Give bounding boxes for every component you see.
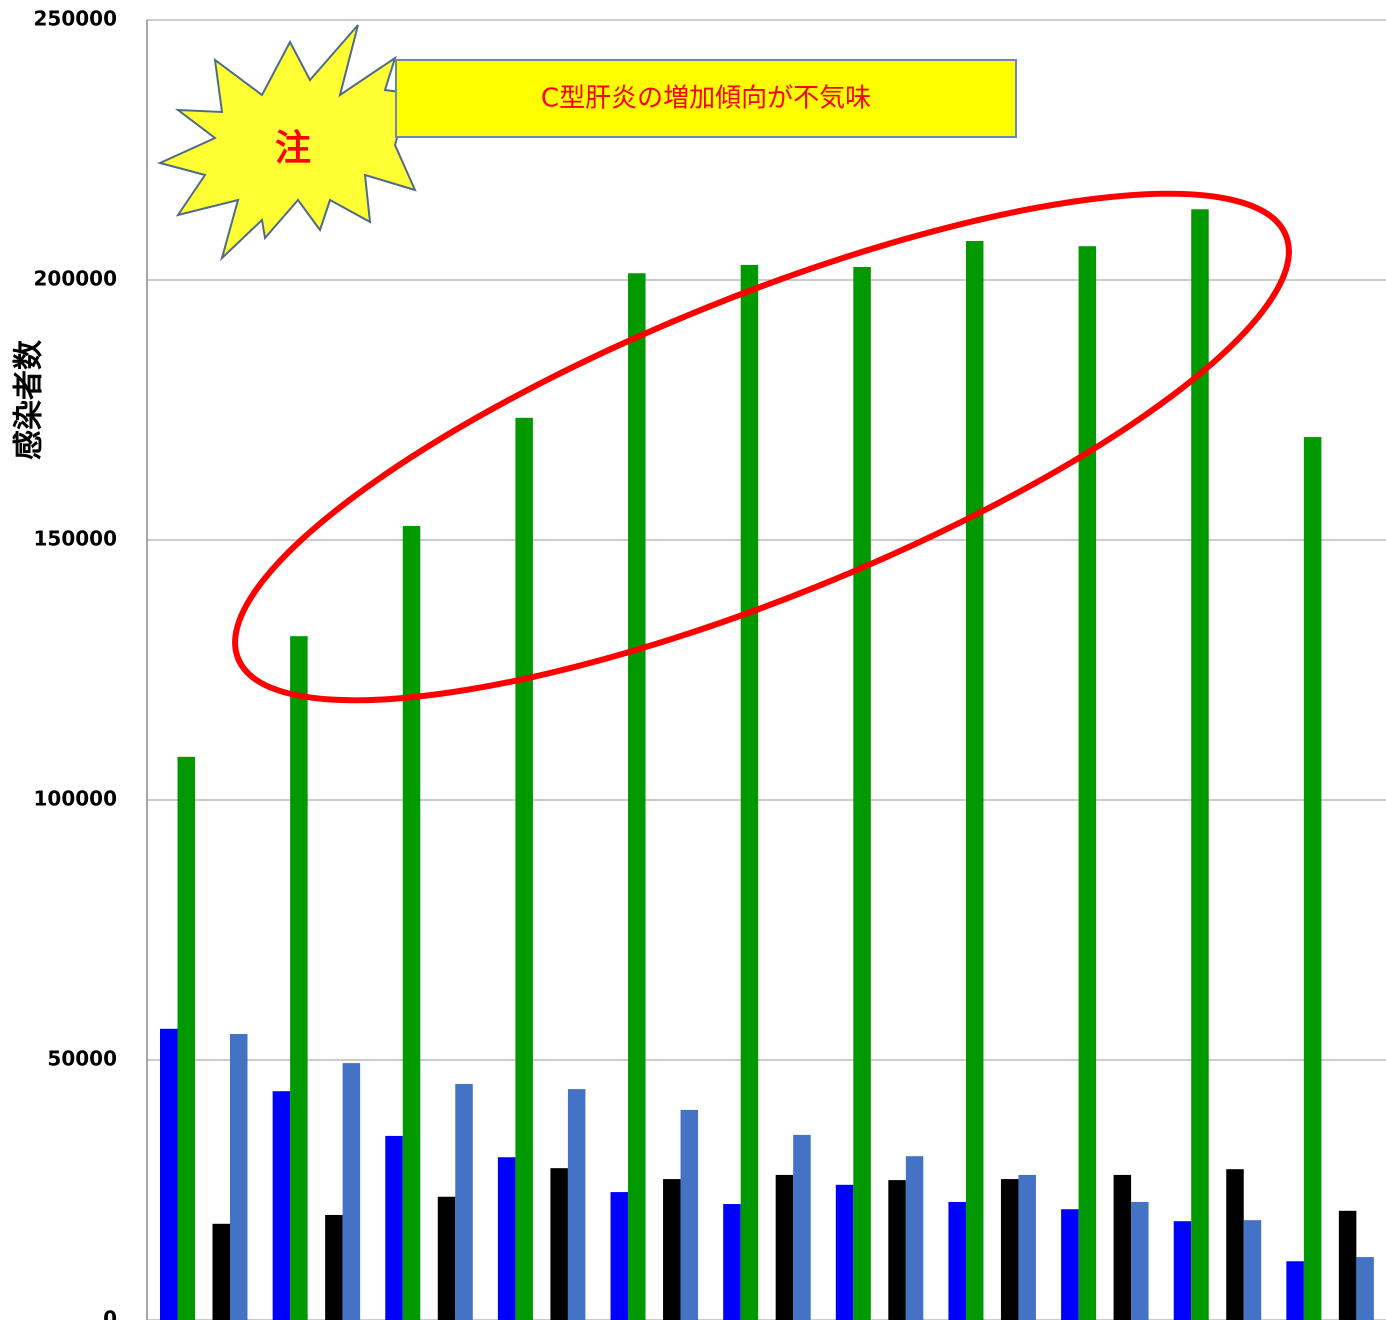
bar — [1000, 1179, 1019, 1320]
bar — [1113, 1174, 1132, 1320]
bar — [1173, 1221, 1192, 1320]
bar — [272, 1091, 291, 1320]
bar — [515, 417, 533, 1320]
bar — [567, 1089, 586, 1320]
bar — [610, 1192, 629, 1320]
bar — [1018, 1174, 1036, 1320]
y-tick-label: 0 — [103, 1307, 117, 1320]
bar — [212, 1223, 230, 1320]
bar — [1303, 437, 1322, 1320]
bar — [628, 273, 646, 1320]
bar — [385, 1135, 403, 1320]
y-tick-label: 100000 — [34, 787, 118, 811]
bar — [740, 264, 759, 1320]
bar — [325, 1214, 343, 1320]
bar — [835, 1184, 854, 1320]
y-tick-label: 50000 — [47, 1047, 117, 1071]
bar — [1078, 246, 1097, 1320]
bar — [1131, 1201, 1149, 1320]
bar — [1061, 1209, 1079, 1320]
bar — [853, 267, 871, 1320]
bar — [455, 1083, 473, 1320]
bar — [663, 1179, 681, 1320]
bar — [160, 1028, 178, 1320]
bar — [775, 1174, 794, 1320]
bar — [402, 525, 421, 1320]
bar — [1356, 1257, 1374, 1320]
burst-shape — [157, 24, 449, 262]
bar — [793, 1134, 811, 1320]
bar — [230, 1034, 248, 1320]
bar — [290, 636, 308, 1320]
y-tick-label: 200000 — [34, 267, 118, 291]
bar — [437, 1196, 456, 1320]
highlight-ellipse — [232, 190, 1292, 704]
callout-box — [395, 59, 1017, 138]
callout-text: C型肝炎の増加傾向が不気味 — [541, 84, 871, 114]
bar — [905, 1156, 924, 1320]
y-tick-label: 150000 — [34, 527, 118, 551]
bar — [497, 1157, 516, 1320]
bar — [342, 1063, 361, 1320]
bar — [965, 241, 984, 1320]
bar — [723, 1204, 741, 1320]
bar — [1191, 209, 1209, 1320]
y-tick-label: 250000 — [34, 7, 118, 31]
bar — [1243, 1220, 1262, 1320]
bar — [177, 756, 195, 1320]
bar — [680, 1109, 699, 1320]
bar — [1338, 1210, 1357, 1320]
bar — [948, 1201, 966, 1320]
plot-area: 0 50000 100000 150000 200000 250000 — [34, 7, 1386, 1320]
y-axis-label: 感染者数 — [12, 339, 47, 460]
bar — [1286, 1261, 1304, 1320]
bar — [550, 1168, 568, 1320]
bar — [1226, 1169, 1244, 1320]
burst-label: 注 — [275, 128, 311, 169]
bar — [888, 1180, 906, 1320]
